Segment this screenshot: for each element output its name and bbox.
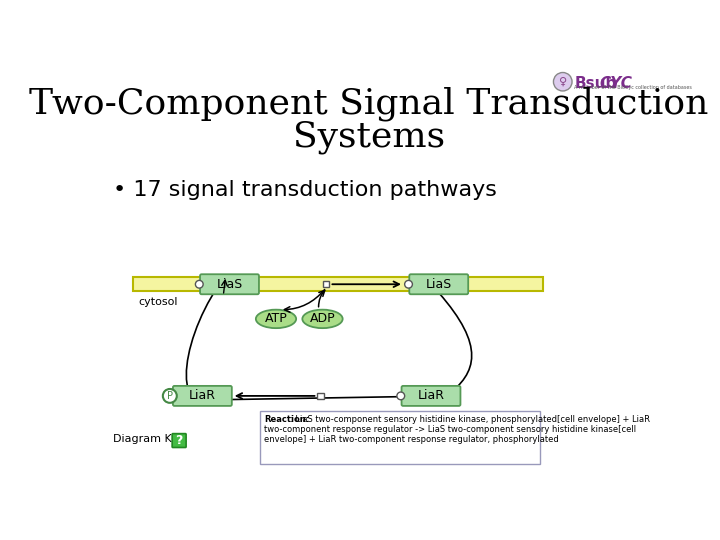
- Text: CYC: CYC: [599, 76, 632, 91]
- Text: LiaS: LiaS: [426, 278, 452, 291]
- Text: Diagram Key:: Diagram Key:: [113, 434, 188, 444]
- Text: Bsub: Bsub: [575, 76, 617, 91]
- FancyBboxPatch shape: [260, 410, 540, 464]
- Text: : LiaS two-component sensory histidine kinase, phosphorylated[cell envelope] + L: : LiaS two-component sensory histidine k…: [290, 415, 650, 424]
- FancyBboxPatch shape: [173, 386, 232, 406]
- FancyBboxPatch shape: [409, 274, 468, 294]
- Text: LiaR: LiaR: [418, 389, 444, 402]
- FancyBboxPatch shape: [200, 274, 259, 294]
- Text: A member of the BioCyc collection of databases: A member of the BioCyc collection of dat…: [575, 85, 692, 90]
- Text: ADP: ADP: [310, 313, 336, 326]
- Ellipse shape: [256, 309, 296, 328]
- FancyBboxPatch shape: [402, 386, 461, 406]
- Text: LiaS: LiaS: [217, 278, 243, 291]
- Text: ATP: ATP: [265, 313, 287, 326]
- Circle shape: [405, 280, 413, 288]
- Text: ?: ?: [176, 434, 183, 447]
- Text: • 17 signal transduction pathways: • 17 signal transduction pathways: [113, 180, 497, 200]
- Text: two-component response regulator -> LiaS two-component sensory histidine kinase[: two-component response regulator -> LiaS…: [264, 425, 636, 434]
- Text: Systems: Systems: [293, 120, 445, 154]
- Circle shape: [163, 389, 177, 403]
- Bar: [132, 278, 544, 291]
- Text: LiaR: LiaR: [189, 389, 216, 402]
- Ellipse shape: [302, 309, 343, 328]
- Text: ♀: ♀: [559, 77, 567, 87]
- Text: cytosol: cytosol: [138, 296, 178, 307]
- FancyBboxPatch shape: [172, 434, 186, 448]
- Circle shape: [195, 280, 203, 288]
- Text: Reaction:: Reaction:: [264, 415, 310, 424]
- Text: Two-Component Signal Transduction: Two-Component Signal Transduction: [30, 86, 708, 121]
- Circle shape: [397, 392, 405, 400]
- Text: envelope] + LiaR two-component response regulator, phosphorylated: envelope] + LiaR two-component response …: [264, 435, 559, 444]
- Bar: [318, 393, 324, 399]
- Bar: [323, 281, 330, 287]
- Circle shape: [554, 72, 572, 91]
- Text: P: P: [167, 391, 173, 401]
